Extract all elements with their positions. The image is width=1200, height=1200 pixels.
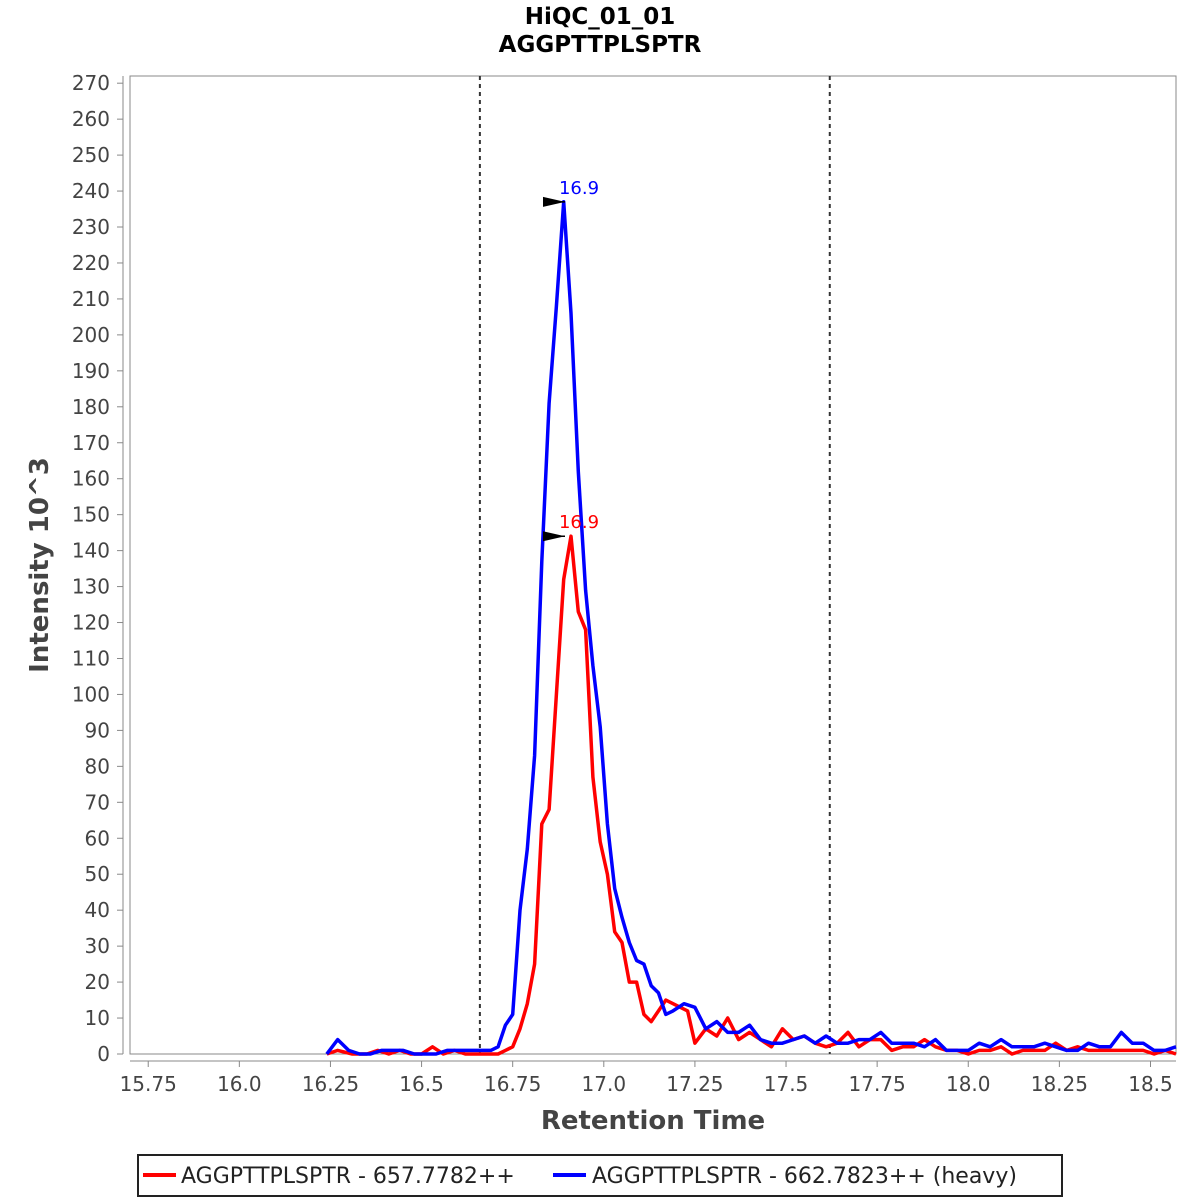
x-tick-label: 16.0 <box>217 1072 262 1096</box>
x-axis: 15.75 16.0 16.25 16.5 16.75 17.0 17.25 17.5 17.7… <box>120 1060 1176 1096</box>
y-tick-label: 110 <box>72 646 110 670</box>
legend-entry-light: AGGPTTPLSPTR - 657.7782++ <box>181 1164 515 1189</box>
chart-title: HiQC_01_01 <box>525 4 676 30</box>
y-tick-label: 230 <box>72 215 110 239</box>
y-tick-label: 190 <box>72 359 110 383</box>
x-tick-label: 18.5 <box>1128 1072 1173 1096</box>
y-tick-label: 70 <box>85 790 110 814</box>
peak-label: 16.9 <box>559 512 599 533</box>
y-tick-label: 200 <box>72 323 110 347</box>
x-tick-label: 18.25 <box>1031 1072 1088 1096</box>
x-tick-label: 17.5 <box>764 1072 809 1096</box>
x-tick-label: 18.0 <box>946 1072 991 1096</box>
series-line-light <box>326 534 1177 1056</box>
y-tick-label: 10 <box>85 1006 110 1030</box>
x-tick-label: 16.75 <box>484 1072 541 1096</box>
legend: AGGPTTPLSPTR - 657.7782++ AGGPTTPLSPTR -… <box>137 1154 1063 1197</box>
y-tick-label: 140 <box>72 539 110 563</box>
y-tick-label: 210 <box>72 287 110 311</box>
x-tick-label: 17.75 <box>849 1072 906 1096</box>
y-tick-label: 120 <box>72 611 110 635</box>
x-tick-label: 16.25 <box>302 1072 359 1096</box>
y-tick-label: 60 <box>85 826 110 850</box>
plot-area <box>129 75 1177 1055</box>
y-tick-label: 20 <box>85 970 110 994</box>
y-tick-label: 240 <box>72 179 110 203</box>
y-tick-label: 40 <box>85 898 110 922</box>
peak-markers: 16.9 16.9 <box>542 178 599 542</box>
y-tick-label: 270 <box>72 71 110 95</box>
x-tick-label: 15.75 <box>120 1072 177 1096</box>
peak-label: 16.9 <box>559 178 599 199</box>
y-tick-label: 180 <box>72 395 110 419</box>
y-tick-label: 80 <box>85 754 110 778</box>
x-axis-title: Retention Time <box>541 1106 765 1136</box>
legend-box <box>137 1154 1063 1197</box>
y-tick-label: 30 <box>85 934 110 958</box>
legend-entry-heavy: AGGPTTPLSPTR - 662.7823++ (heavy) <box>592 1164 1017 1189</box>
x-tick-label: 16.5 <box>399 1072 444 1096</box>
series-line-heavy <box>325 200 1177 1056</box>
y-axis: 0 10 20 30 40 50 60 70 80 90 100 110 120 130 140 150 160… <box>72 71 124 1066</box>
y-tick-label: 0 <box>97 1042 110 1066</box>
y-tick-label: 160 <box>72 467 110 491</box>
y-tick-label: 100 <box>72 682 110 706</box>
peak-boundaries <box>478 76 831 1054</box>
y-tick-label: 220 <box>72 251 110 275</box>
chart-subtitle: AGGPTTPLSPTR <box>499 32 702 58</box>
y-tick-label: 90 <box>85 718 110 742</box>
y-tick-label: 170 <box>72 431 110 455</box>
series-lines <box>325 200 1177 1056</box>
y-tick-label: 150 <box>72 503 110 527</box>
x-tick-label: 17.0 <box>582 1072 627 1096</box>
y-tick-label: 130 <box>72 575 110 599</box>
y-tick-label: 250 <box>72 143 110 167</box>
y-axis-title: Intensity 10^3 <box>25 457 55 673</box>
y-tick-label: 50 <box>85 862 110 886</box>
x-tick-label: 17.25 <box>666 1072 723 1096</box>
y-tick-label: 260 <box>72 107 110 131</box>
